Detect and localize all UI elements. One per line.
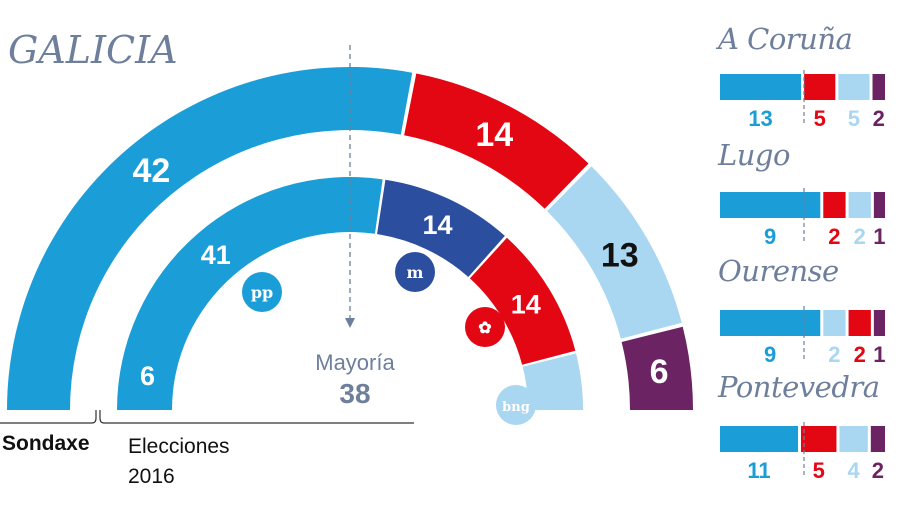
province-bar-psoe [848, 310, 871, 336]
majority-value: 38 [339, 378, 371, 409]
chart-title: GALICIA [8, 28, 178, 72]
province-title-a-coruna: A Coruña [718, 22, 853, 56]
arc-segment-pp-1 [117, 176, 383, 410]
province-seat-label: 9 [764, 224, 776, 249]
province-seat-label: 2 [873, 106, 885, 131]
province-bar-bng [838, 74, 870, 100]
province-title-lugo: Lugo [718, 138, 790, 172]
seat-label-psoe: 14 [475, 116, 513, 154]
seat-label-pp: 42 [133, 152, 171, 190]
arc-segment-psoe-0 [404, 73, 589, 209]
province-bar-bng [839, 426, 868, 452]
province-bar-en-marea [870, 426, 885, 452]
province-seat-label: 5 [814, 106, 826, 131]
en-marea-logo-icon-text: m [407, 263, 424, 282]
province-bar-bng [823, 310, 846, 336]
psoe-logo-icon [465, 307, 505, 347]
seat-label-bng: 13 [601, 236, 639, 274]
arc-segment-psoe-1 [469, 237, 576, 365]
majority-label: Mayoría [315, 350, 395, 375]
province-seat-label: 13 [748, 106, 772, 131]
province-seat-label: 5 [813, 458, 825, 483]
arc-segment-bng-1 [522, 353, 583, 410]
province-seat-label: 4 [848, 458, 861, 483]
province-bar-psoe [823, 192, 846, 218]
elecciones-line1: Elecciones [128, 435, 230, 458]
province-seat-label: 5 [848, 106, 860, 131]
province-title-pontevedra: Pontevedra [718, 370, 880, 404]
province-seat-label: 1 [873, 342, 885, 367]
arc-segment-bng-0 [547, 166, 682, 339]
province-bar-pp [720, 74, 802, 100]
elecciones-line2: 2016 [128, 465, 175, 488]
province-bar-en-marea [872, 74, 885, 100]
majority-arrow-icon [345, 318, 355, 328]
province-bar-pp [720, 192, 821, 218]
province-bar-en-marea [873, 192, 885, 218]
province-seat-label: 2 [828, 342, 840, 367]
province-bar-en-marea [873, 310, 885, 336]
bng-logo-icon [496, 385, 536, 425]
baseline-bracket [0, 410, 414, 424]
arc-segment-en-marea-0 [621, 326, 693, 410]
elecciones-label: Elecciones 2016 [128, 432, 230, 492]
seat-label-bng: 6 [140, 361, 155, 391]
arc-segment-en-marea-1 [377, 179, 505, 278]
province-bar-bng [848, 192, 871, 218]
bng-logo-icon-text: bng [502, 400, 530, 415]
seat-label-psoe: 14 [511, 289, 541, 319]
province-seat-label: 2 [854, 224, 866, 249]
province-seat-label: 11 [747, 458, 770, 483]
arc-segment-pp-0 [7, 66, 413, 410]
sondaxe-label: Sondaxe [2, 432, 90, 455]
province-bar-pp [720, 426, 798, 452]
psoe-logo-icon-text: ✿ [478, 318, 491, 337]
province-bar-psoe [801, 426, 837, 452]
province-seat-label: 1 [873, 224, 885, 249]
province-bar-pp [720, 310, 821, 336]
province-seat-label: 2 [872, 458, 884, 483]
province-bar-psoe [804, 74, 836, 100]
en-marea-logo-icon [395, 252, 435, 292]
pp-logo-icon-text: pp [251, 283, 273, 302]
province-seat-label: 2 [828, 224, 840, 249]
province-seat-label: 2 [854, 342, 866, 367]
province-title-ourense: Ourense [718, 254, 839, 288]
province-seat-label: 9 [764, 342, 776, 367]
seat-label-en-marea: 14 [422, 210, 452, 240]
seat-label-en-marea: 6 [650, 353, 669, 391]
seat-label-pp: 41 [201, 240, 231, 270]
pp-logo-icon [242, 272, 282, 312]
